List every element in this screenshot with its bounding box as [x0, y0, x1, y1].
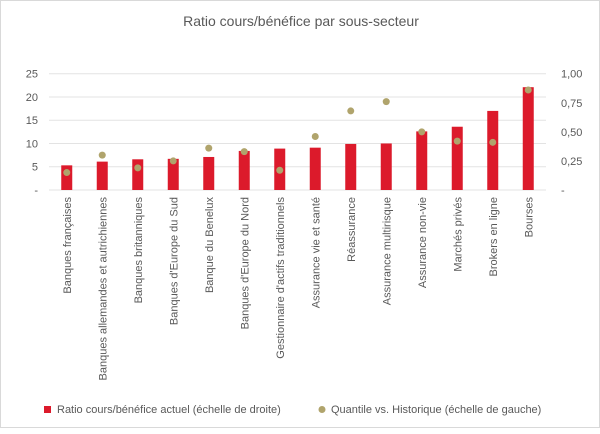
x-tick-label: Banques britanniques	[133, 197, 145, 304]
scatter-point	[489, 138, 497, 146]
scatter-point	[63, 169, 71, 177]
x-tick-label: Assurance multirisque	[381, 197, 393, 305]
y-left-tick-label: 15	[26, 115, 38, 127]
y-left-tick-label: 5	[32, 162, 38, 174]
x-tick-label: Banques d'Europe du Sud	[168, 197, 180, 325]
x-tick-label: Banques françaises	[62, 197, 74, 294]
bar	[203, 156, 215, 190]
bar	[309, 147, 321, 190]
y-right-tick-label: 1,00	[561, 69, 582, 81]
bar	[61, 165, 73, 190]
x-tick-label: Assurance vie et santé	[310, 197, 322, 308]
y-left-tick-label: 25	[26, 69, 38, 81]
bar	[238, 150, 250, 190]
scatter-point	[169, 157, 177, 165]
bar	[96, 161, 108, 190]
x-tick-label: Banques allemandes et autrichiennes	[97, 197, 109, 381]
x-tick-label: Réassurance	[346, 197, 358, 262]
scatter-point	[205, 144, 213, 152]
bar	[132, 159, 144, 190]
legend-bar-label: Ratio cours/bénéfice actuel (échelle de …	[57, 404, 281, 416]
scatter-point	[311, 133, 319, 141]
scatter-point	[98, 151, 106, 159]
legend-bar-swatch	[44, 406, 51, 413]
bar	[451, 126, 463, 190]
scatter-point	[453, 137, 461, 145]
bar	[345, 143, 357, 190]
bar	[416, 131, 428, 190]
x-tick-label: Marchés privés	[452, 197, 464, 272]
y-right-tick-label: 0,75	[561, 98, 582, 110]
bar	[380, 143, 392, 190]
x-tick-label: Bourses	[523, 197, 535, 238]
y-left-tick-label: 10	[26, 138, 38, 150]
scatter-point	[134, 164, 142, 172]
y-left-tick-label: -	[34, 185, 38, 197]
x-tick-label: Assurance non-vie	[417, 197, 429, 288]
x-tick-label: Brokers en ligne	[488, 197, 500, 277]
x-tick-label: Gestionnaire d'actifs traditionnels	[275, 197, 287, 359]
y-right-tick-label: 0,25	[561, 156, 582, 168]
scatter-point	[276, 166, 284, 174]
bar	[522, 87, 534, 190]
y-right-tick-label: -	[561, 185, 565, 197]
chart-title: Ratio cours/bénéfice par sous-secteur	[183, 13, 419, 29]
scatter-point	[418, 128, 426, 136]
x-tick-label: Banques d'Europe du Nord	[239, 197, 251, 329]
x-tick-label: Banque du Benelux	[204, 197, 216, 294]
legend-dot-label: Quantile vs. Historique (échelle de gauc…	[331, 404, 541, 416]
bar	[487, 110, 499, 190]
y-right-tick-label: 0,50	[561, 127, 582, 139]
scatter-point	[240, 148, 248, 156]
bar	[167, 158, 179, 190]
scatter-point	[524, 86, 532, 94]
scatter-point	[382, 98, 390, 106]
y-left-tick-label: 20	[26, 92, 38, 104]
scatter-point	[347, 107, 355, 115]
legend-dot-swatch	[318, 406, 326, 413]
